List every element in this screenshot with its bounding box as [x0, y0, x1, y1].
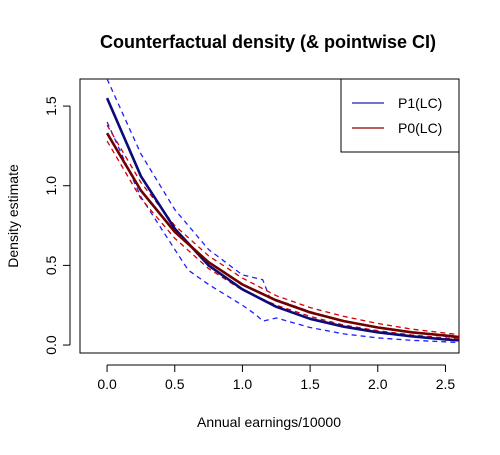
x-tick-label: 0.0	[97, 376, 117, 392]
legend-label: P0(LC)	[398, 120, 442, 136]
legend-label: P1(LC)	[398, 95, 442, 111]
x-axis-label: Annual earnings/10000	[197, 414, 341, 430]
legend: P1(LC) P0(LC)	[340, 78, 460, 153]
series-line-0	[105, 97, 459, 342]
y-axis-label: Density estimate	[5, 164, 21, 268]
series-line-2	[106, 121, 459, 344]
x-tick-label: 1.0	[233, 376, 253, 392]
chart-title: Counterfactual density (& pointwise CI)	[100, 32, 436, 52]
legend-box	[340, 78, 460, 153]
y-tick-label: 0.0	[43, 335, 59, 355]
x-tick-label: 2.0	[368, 376, 388, 392]
y-tick-label: 1.0	[43, 176, 59, 196]
x-axis: 0.0 0.5 1.0 1.5 2.0 2.5	[97, 364, 456, 392]
y-tick-label: 1.5	[43, 96, 59, 116]
plot-area	[105, 79, 459, 344]
x-tick-label: 1.5	[300, 376, 320, 392]
series-line-3	[105, 132, 459, 339]
x-tick-label: 2.5	[436, 376, 456, 392]
y-tick-label: 0.5	[43, 255, 59, 275]
y-axis: 0.0 0.5 1.0 1.5	[43, 96, 71, 355]
plot-frame	[79, 78, 460, 354]
series-line-5	[106, 140, 459, 340]
x-tick-label: 0.5	[165, 376, 185, 392]
